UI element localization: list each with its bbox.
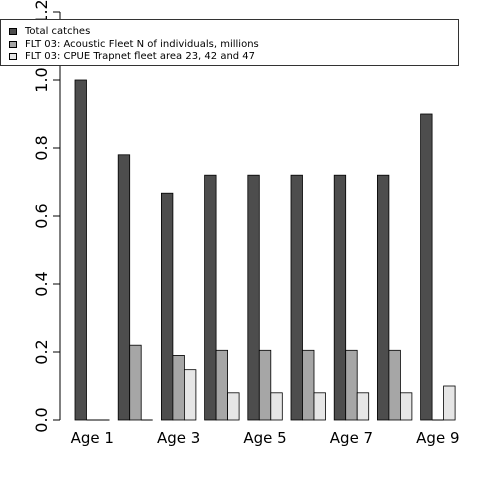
bar xyxy=(215,349,229,421)
bar xyxy=(258,349,272,421)
bar xyxy=(270,392,283,421)
bar xyxy=(399,392,413,421)
legend-swatch xyxy=(9,40,17,48)
y-axis: 0.0 0.2 0.4 0.6 0.8 1.0 1.2 xyxy=(32,0,61,433)
bar xyxy=(247,174,260,421)
bar xyxy=(443,385,456,421)
y-tick-label: 1.2 xyxy=(32,0,51,25)
x-tick-label: Age 3 xyxy=(157,429,200,447)
legend-item-total-catches: Total catches xyxy=(9,25,90,37)
y-tick-label: 0.4 xyxy=(32,271,51,296)
bar xyxy=(376,174,390,421)
bar xyxy=(117,154,131,421)
legend-label: FLT 03: Acoustic Fleet N of individuals,… xyxy=(25,38,259,50)
legend-swatch xyxy=(9,52,17,60)
y-tick-label: 0.6 xyxy=(32,203,51,228)
y-tick-label: 0.0 xyxy=(32,407,51,432)
legend-swatch xyxy=(9,27,17,35)
bar xyxy=(420,113,433,421)
bar xyxy=(290,174,303,421)
y-tick-label: 0.8 xyxy=(32,135,51,160)
legend: Total catches FLT 03: Acoustic Fleet N o… xyxy=(0,19,459,66)
legend-label: Total catches xyxy=(25,25,91,37)
bar xyxy=(227,392,240,421)
x-tick-label: Age 7 xyxy=(330,429,373,447)
x-tick-label: Age 9 xyxy=(416,429,459,447)
bar xyxy=(345,349,358,421)
x-tick-label: Age 5 xyxy=(243,429,286,447)
legend-label: FLT 03: CPUE Trapnet fleet area 23, 42 a… xyxy=(25,50,256,62)
bar xyxy=(172,354,185,421)
x-axis-ticks: Age 1 Age 3 Age 5 Age 7 Age 9 xyxy=(71,429,460,447)
bar xyxy=(388,349,401,421)
bar xyxy=(333,174,347,421)
bar xyxy=(204,174,217,421)
bar xyxy=(129,344,142,421)
bar xyxy=(183,369,197,421)
legend-item-acoustic-fleet: FLT 03: Acoustic Fleet N of individuals,… xyxy=(9,38,259,50)
legend-item-cpue-trapnet: FLT 03: CPUE Trapnet fleet area 23, 42 a… xyxy=(9,50,255,62)
bar xyxy=(74,79,87,421)
bar xyxy=(302,349,315,421)
y-tick-label: 0.2 xyxy=(32,339,51,364)
bar xyxy=(356,392,370,421)
bars xyxy=(74,79,456,421)
x-tick-label: Age 1 xyxy=(71,429,114,447)
y-tick-label: 1.0 xyxy=(32,67,51,92)
bar xyxy=(160,192,174,421)
bar xyxy=(313,392,326,421)
